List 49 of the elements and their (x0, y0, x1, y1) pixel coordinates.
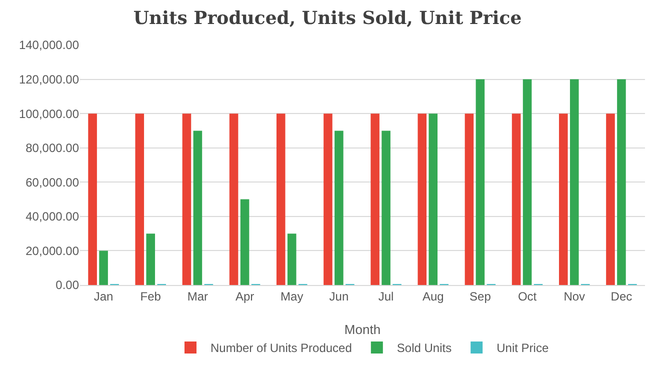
bar (334, 130, 344, 285)
x-tick-label: Apr (235, 289, 254, 304)
bar (182, 114, 192, 285)
y-tick-label: 60,000.00 (26, 175, 80, 190)
x-tick-label: Jul (378, 289, 394, 304)
chart-title: Units Produced, Units Sold, Unit Price (133, 8, 522, 30)
x-axis-title: Month (344, 322, 381, 337)
bar (240, 199, 250, 285)
legend-label: Number of Units Produced (210, 341, 352, 356)
y-tick-label: 140,000.00 (18, 38, 80, 52)
bar (276, 114, 286, 285)
bar (88, 114, 97, 285)
bar (135, 114, 144, 285)
y-tick-label: 100,000.00 (18, 106, 80, 121)
y-tick-label: 0.00 (56, 278, 80, 292)
x-tick-label: Nov (564, 289, 586, 304)
bar (382, 130, 390, 285)
x-tick-label: Sep (470, 289, 492, 304)
bar (229, 114, 238, 285)
y-tick-label: 40,000.00 (26, 210, 80, 224)
x-tick-label: Jan (94, 289, 114, 304)
bar (464, 114, 474, 285)
bar (324, 114, 332, 285)
bar (558, 114, 568, 285)
y-tick-label: 120,000.00 (18, 72, 80, 86)
bar (428, 114, 438, 285)
x-tick-label: Mar (187, 289, 208, 304)
legend-label: Unit Price (496, 341, 549, 356)
bar (418, 114, 427, 285)
bar (512, 114, 521, 285)
y-tick-label: 20,000.00 (26, 244, 80, 258)
x-tick-label: Jun (329, 289, 349, 304)
bar (606, 114, 615, 285)
x-tick-label: Dec (610, 289, 632, 304)
bar (99, 250, 108, 285)
x-tick-label: Oct (518, 289, 538, 304)
x-tick-label: Feb (140, 289, 162, 304)
bar (617, 79, 626, 285)
bar (146, 234, 156, 285)
bar (193, 130, 202, 285)
x-tick-label: Aug (422, 289, 444, 304)
x-tick-label: May (280, 289, 304, 304)
y-tick-label: 80,000.00 (26, 141, 80, 156)
legend-label: Sold Units (396, 341, 452, 356)
bar (476, 79, 485, 285)
bar (370, 114, 380, 285)
bar (522, 79, 532, 285)
bar (570, 79, 579, 285)
bar (287, 234, 296, 285)
